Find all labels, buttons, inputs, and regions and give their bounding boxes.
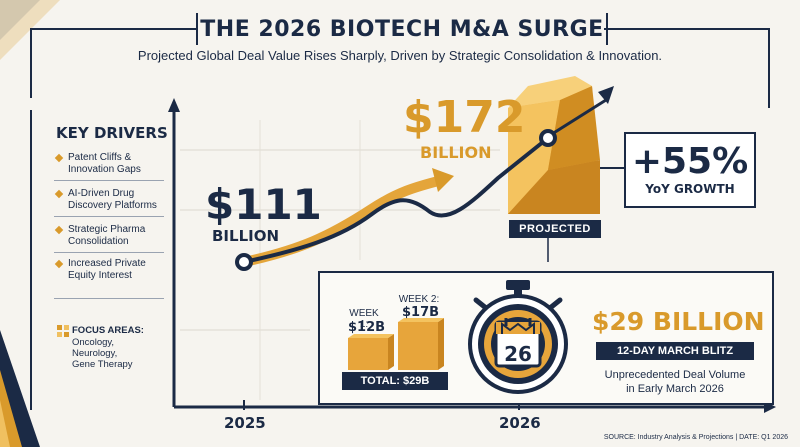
week2-label: WEEK 2:	[398, 294, 440, 305]
projected-badge: PROJECTED	[509, 220, 601, 238]
projected-block-facet	[508, 100, 560, 214]
driver-label-line-2: Consolidation	[68, 236, 129, 247]
frame-right	[768, 28, 770, 108]
x-axis-label-2025: 2025	[224, 414, 266, 432]
frame-top-right	[604, 28, 770, 30]
week2-bar	[398, 322, 438, 370]
driver-label-line-1: Strategic Pharma	[68, 224, 146, 235]
x-axis-label-2026: 2026	[499, 414, 541, 432]
blitz-value: $29 BILLION	[592, 307, 765, 336]
driver-label-line-2: Discovery Platforms	[68, 200, 157, 211]
growth-line-arrow-icon	[598, 86, 614, 104]
blitz-description: Unprecedented Deal Volume in Early March…	[592, 368, 758, 396]
data-point-2026	[539, 129, 557, 147]
divider	[54, 252, 164, 253]
driver-item: Increased Private Equity Interest	[54, 258, 176, 282]
source-note: SOURCE: Industry Analysis & Projections …	[603, 434, 788, 441]
divider	[54, 298, 164, 299]
driver-item: Strategic Pharma Consolidation	[54, 224, 176, 248]
growth-line	[242, 136, 550, 264]
value-2026-unit: BILLION	[420, 143, 492, 162]
growth-value: +55%	[631, 141, 749, 182]
driver-label-line-1: Patent Cliffs &	[68, 152, 132, 163]
value-2026: $172	[403, 92, 526, 143]
driver-label-line-2: Equity Interest	[68, 270, 132, 281]
key-drivers-title: KEY DRIVERS	[56, 124, 168, 142]
projected-block-facet	[548, 86, 600, 170]
focus-areas-heading: FOCUS AREAS:	[72, 325, 144, 336]
growth-callout: +55% YoY GROWTH	[624, 132, 756, 208]
page-title: THE 2026 BIOTECH M&A SURGE	[200, 16, 604, 42]
driver-item: AI-Driven Drug Discovery Platforms	[54, 188, 176, 212]
blitz-badge: 12-DAY MARCH BLITZ	[596, 342, 754, 360]
stopwatch-calendar-icon	[468, 280, 568, 394]
page-subtitle: Projected Global Deal Value Rises Sharpl…	[137, 48, 663, 63]
value-2025-unit: BILLION	[212, 227, 280, 245]
focus-area-item: Gene Therapy	[72, 359, 133, 370]
focus-areas-list: Oncology, Neurology, Gene Therapy	[72, 337, 162, 370]
divider	[54, 216, 164, 217]
data-point-2025	[235, 253, 253, 271]
growth-arrow-head-icon	[432, 168, 454, 192]
driver-label-line-1: AI-Driven Drug	[68, 188, 135, 199]
corner-decoration-bottom-left	[0, 330, 40, 447]
frame-sidebar-top	[30, 110, 32, 410]
focus-area-item: Oncology,	[72, 337, 115, 348]
driver-label-line-2: Innovation Gaps	[68, 164, 141, 175]
projected-block-top	[508, 76, 592, 108]
blitz-description-line-1: Unprecedented Deal Volume	[604, 369, 746, 381]
driver-label-line-1: Increased Private	[68, 258, 146, 269]
growth-line-upper	[551, 98, 607, 136]
growth-label: YoY GROWTH	[645, 182, 735, 196]
total-badge: TOTAL: $29B	[342, 372, 448, 390]
title-frame: THE 2026 BIOTECH M&A SURGE	[196, 13, 608, 45]
week1-label: WEEK 1:	[349, 308, 379, 330]
blitz-description-line-2: in Early March 2026	[626, 383, 724, 395]
week1-bar	[348, 338, 388, 370]
y-axis-arrow-icon	[168, 98, 180, 112]
value-2025: $111	[205, 180, 322, 229]
focus-area-item: Neurology,	[72, 348, 118, 359]
weekly-bars	[348, 318, 444, 370]
divider	[54, 180, 164, 181]
driver-item: Patent Cliffs & Innovation Gaps	[54, 152, 176, 176]
focus-cube-icon	[57, 325, 69, 337]
week2-value: $17B	[402, 305, 440, 320]
frame-top-left	[30, 28, 196, 30]
week1-value: $12B	[348, 320, 386, 335]
frame-left	[30, 28, 32, 98]
projected-block-shade	[508, 160, 600, 214]
calendar-day: 26	[504, 342, 532, 366]
